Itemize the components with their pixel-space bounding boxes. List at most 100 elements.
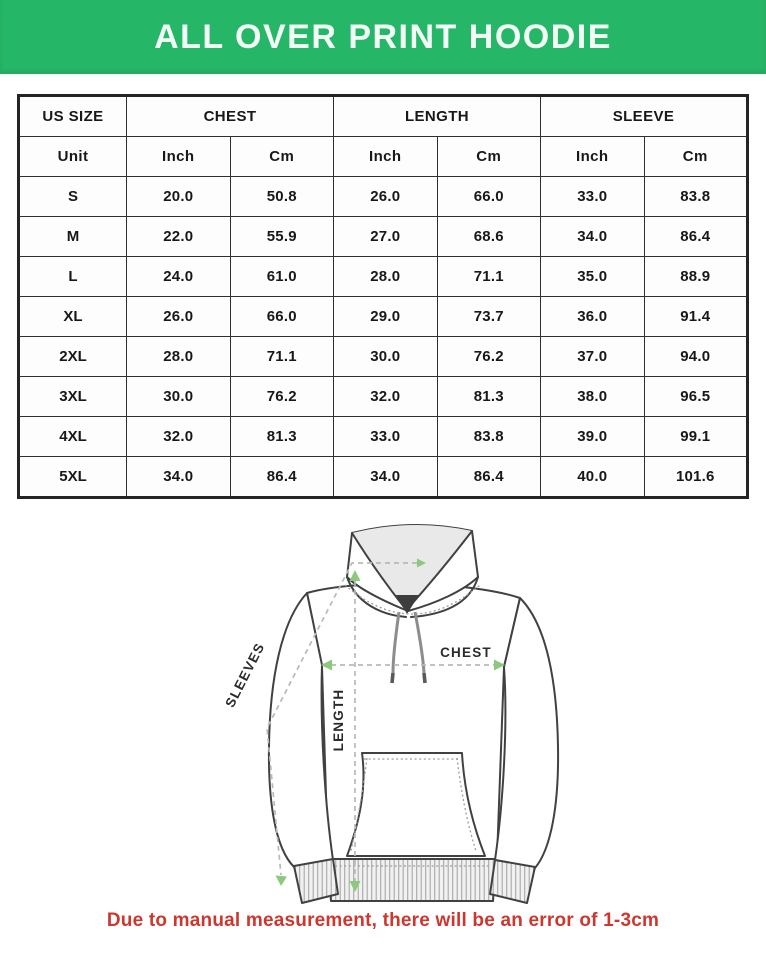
- measurement-cell: 24.0: [126, 256, 231, 297]
- unit-header-cell: Inch: [333, 136, 438, 177]
- table-row: 3XL 30.0 76.2 32.0 81.3 38.0 96.5: [18, 376, 748, 417]
- arrow-right-icon: [494, 659, 505, 671]
- table-row: M 22.0 55.9 27.0 68.6 34.0 86.4: [18, 216, 748, 257]
- table-row: S 20.0 50.8 26.0 66.0 33.0 83.8: [18, 176, 748, 217]
- drawstring-right: [413, 611, 426, 674]
- measurement-cell: 30.0: [126, 376, 231, 417]
- column-header-length: LENGTH: [333, 95, 541, 137]
- measurement-cell: 71.1: [229, 336, 334, 377]
- chest-label: CHEST: [440, 645, 492, 660]
- measurement-cell: 50.8: [229, 176, 334, 217]
- left-sleeve: [267, 592, 334, 868]
- measurement-cell: 32.0: [126, 416, 231, 457]
- table-row: XL 26.0 66.0 29.0 73.7 36.0 91.4: [18, 296, 748, 337]
- right-cuff: [489, 859, 536, 904]
- measurement-cell: 20.0: [126, 176, 231, 217]
- arrow-left-icon: [321, 659, 332, 671]
- sleeves-measure-line: [266, 562, 417, 876]
- collar-roll-right: [410, 576, 479, 618]
- measurement-cell: 34.0: [126, 456, 231, 498]
- measurement-cell: 29.0: [333, 296, 438, 337]
- measurement-cell: 101.6: [643, 456, 748, 498]
- table-row: L 24.0 61.0 28.0 71.1 35.0 88.9: [18, 256, 748, 297]
- row-size-label: 5XL: [18, 456, 127, 498]
- measurement-cell: 38.0: [540, 376, 645, 417]
- measurement-cell: 26.0: [333, 176, 438, 217]
- measurement-cell: 39.0: [540, 416, 645, 457]
- measurement-cell: 32.0: [333, 376, 438, 417]
- measurement-cell: 28.0: [333, 256, 438, 297]
- measurement-cell: 37.0: [540, 336, 645, 377]
- aglet-right: [422, 672, 427, 684]
- hood-interior: [352, 524, 472, 607]
- page-title: ALL OVER PRINT HOODIE: [154, 17, 612, 56]
- measurement-cell: 91.4: [643, 296, 748, 337]
- row-size-label: M: [18, 216, 127, 257]
- row-size-label: XL: [18, 296, 127, 337]
- measurement-cell: 83.8: [436, 416, 541, 457]
- measurement-cell: 81.3: [436, 376, 541, 417]
- aglet-left: [390, 672, 395, 684]
- row-size-label: 3XL: [18, 376, 127, 417]
- unit-header-cell: Cm: [229, 136, 334, 177]
- measurement-cell: 86.4: [229, 456, 334, 498]
- group-header-row: US SIZE CHEST LENGTH SLEEVE: [18, 95, 748, 137]
- size-chart-table: US SIZE CHEST LENGTH SLEEVE Unit Inch Cm…: [17, 94, 749, 499]
- sleeves-label: SLEEVES: [222, 640, 267, 710]
- measurement-cell: 28.0: [126, 336, 231, 377]
- column-header-us-size: US SIZE: [18, 95, 127, 137]
- measurement-cell: 71.1: [436, 256, 541, 297]
- measurement-cell: 76.2: [436, 336, 541, 377]
- arrow-down-icon: [275, 875, 287, 886]
- measurement-cell: 30.0: [333, 336, 438, 377]
- measurement-cell: 76.2: [229, 376, 334, 417]
- row-size-label: S: [18, 176, 127, 217]
- kangaroo-pocket: [346, 752, 486, 857]
- unit-header-cell: Cm: [436, 136, 541, 177]
- row-size-label: L: [18, 256, 127, 297]
- measurement-cell: 96.5: [643, 376, 748, 417]
- column-header-chest: CHEST: [126, 95, 334, 137]
- unit-header-cell: Unit: [18, 136, 127, 177]
- measurement-cell: 94.0: [643, 336, 748, 377]
- left-cuff: [293, 858, 339, 904]
- table-row: 5XL 34.0 86.4 34.0 86.4 40.0 101.6: [18, 456, 748, 498]
- stitching-dots: [335, 584, 491, 867]
- measurement-cell: 34.0: [540, 216, 645, 257]
- drawstring-left: [391, 611, 401, 674]
- row-size-label: 4XL: [18, 416, 127, 457]
- measurement-cell: 61.0: [229, 256, 334, 297]
- hoodie-measurement-diagram: CHEST LENGTH SLEEVES: [195, 515, 585, 915]
- measurement-cell: 86.4: [643, 216, 748, 257]
- measurement-cell: 36.0: [540, 296, 645, 337]
- measurement-cell: 68.6: [436, 216, 541, 257]
- measurement-cell: 33.0: [540, 176, 645, 217]
- right-sleeve: [494, 597, 560, 869]
- table-row: 2XL 28.0 71.1 30.0 76.2 37.0 94.0: [18, 336, 748, 377]
- unit-header-cell: Inch: [126, 136, 231, 177]
- measurement-cell: 27.0: [333, 216, 438, 257]
- arrow-down-icon: [349, 881, 361, 892]
- measurement-cell: 88.9: [643, 256, 748, 297]
- hoodie-line-drawing: CHEST LENGTH SLEEVES: [222, 524, 560, 904]
- measurement-cell: 99.1: [643, 416, 748, 457]
- size-chart-wrap: US SIZE CHEST LENGTH SLEEVE Unit Inch Cm…: [17, 94, 749, 499]
- hood-drape-left: [351, 532, 405, 608]
- measurement-cell: 83.8: [643, 176, 748, 217]
- measurement-dashes: [266, 562, 494, 881]
- measurement-cell: 34.0: [333, 456, 438, 498]
- measurement-cell: 81.3: [229, 416, 334, 457]
- measurement-cell: 33.0: [333, 416, 438, 457]
- arrow-up-icon: [349, 570, 361, 581]
- measure-arrow-icons: [275, 558, 505, 892]
- measurement-note: Due to manual measurement, there will be…: [106, 910, 660, 931]
- neck-notch: [396, 595, 419, 614]
- measurement-cell: 55.9: [229, 216, 334, 257]
- measurement-cell: 40.0: [540, 456, 645, 498]
- measurement-cell: 86.4: [436, 456, 541, 498]
- hem-band: [327, 858, 497, 902]
- table-row: 4XL 32.0 81.3 33.0 83.8 39.0 99.1: [18, 416, 748, 457]
- measurement-cell: 35.0: [540, 256, 645, 297]
- unit-header-row: Unit Inch Cm Inch Cm Inch Cm: [18, 136, 748, 177]
- measurement-cell: 26.0: [126, 296, 231, 337]
